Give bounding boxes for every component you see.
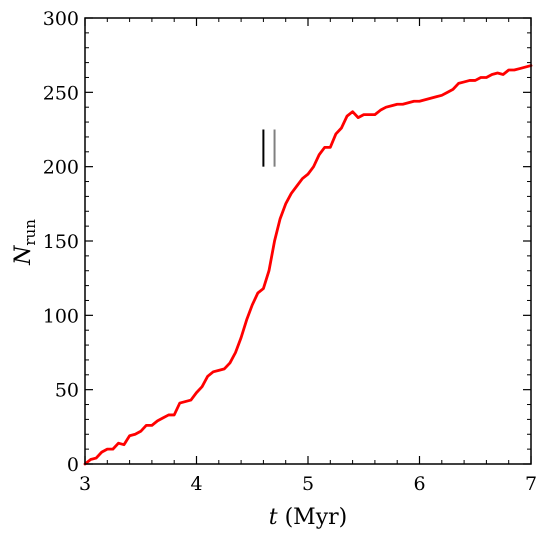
series-layer bbox=[83, 64, 533, 466]
marker-layer bbox=[262, 129, 276, 167]
y-tick-label: 150 bbox=[43, 231, 79, 253]
x-tick-label: 3 bbox=[79, 473, 91, 495]
y-tick-label: 250 bbox=[43, 82, 79, 104]
tick-marks bbox=[84, 17, 532, 465]
x-axis-label-unit: (Myr) bbox=[278, 505, 348, 530]
x-tick-label: 7 bbox=[525, 473, 537, 495]
y-tick-label: 200 bbox=[43, 157, 79, 179]
x-axis-label-main: t bbox=[269, 505, 278, 530]
y-axis-label: Nrun bbox=[11, 219, 39, 266]
x-tick-label: 5 bbox=[302, 473, 314, 495]
y-axis-label-main: N bbox=[11, 245, 36, 266]
y-tick-label: 300 bbox=[43, 8, 79, 30]
x-axis-label: t (Myr) bbox=[269, 505, 347, 530]
y-tick-labels: 0 50 100 150 200 250 300 bbox=[43, 8, 79, 476]
series-line bbox=[83, 64, 533, 466]
y-axis-label-sub: run bbox=[21, 219, 39, 246]
x-tick-labels: 3 4 5 6 7 bbox=[79, 473, 537, 495]
plot-frame bbox=[84, 17, 532, 465]
y-tick-label: 0 bbox=[67, 454, 79, 476]
y-tick-label: 50 bbox=[55, 380, 79, 402]
x-tick-label: 4 bbox=[190, 473, 202, 495]
x-tick-label: 6 bbox=[413, 473, 425, 495]
y-tick-label: 100 bbox=[43, 305, 79, 327]
